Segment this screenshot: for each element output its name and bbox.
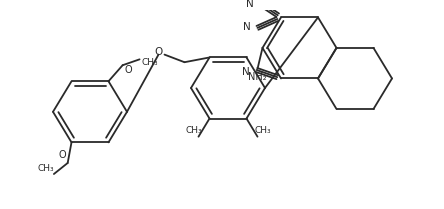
- Text: CH₃: CH₃: [38, 164, 54, 173]
- Text: NH₂: NH₂: [248, 71, 267, 82]
- Text: CH₃: CH₃: [141, 58, 158, 67]
- Text: O: O: [125, 65, 132, 75]
- Text: CH₃: CH₃: [254, 125, 271, 135]
- Text: N: N: [242, 66, 250, 76]
- Text: O: O: [59, 150, 67, 160]
- Text: CH₃: CH₃: [185, 125, 202, 135]
- Text: N: N: [246, 0, 253, 9]
- Text: O: O: [155, 47, 163, 57]
- Text: N: N: [243, 22, 251, 32]
